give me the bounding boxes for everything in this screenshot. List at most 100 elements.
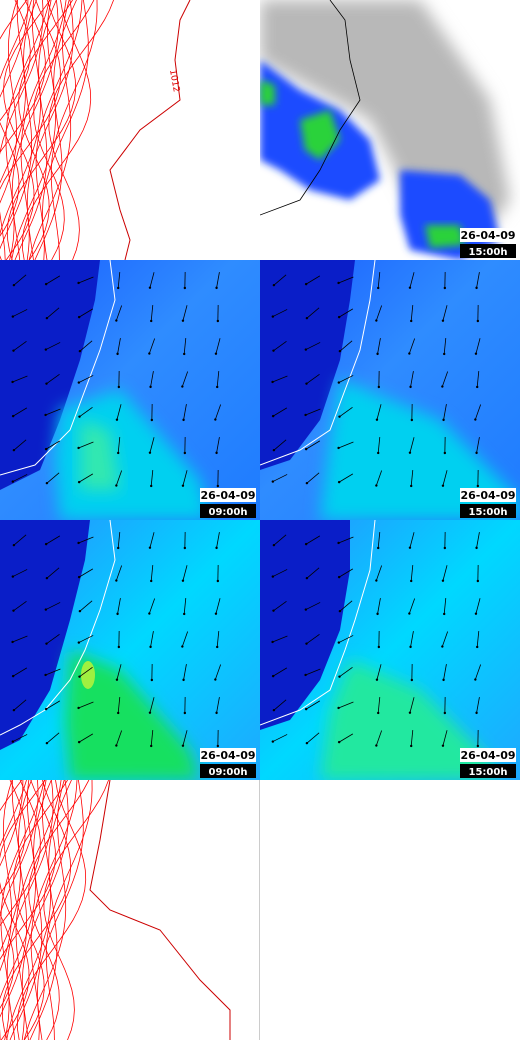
wind-arrow-head: [410, 418, 414, 422]
wind-arrow: [46, 567, 60, 579]
wind-arrow-head: [475, 711, 478, 715]
wind-arrow-head: [78, 415, 81, 418]
wind-arrow-head: [214, 612, 218, 615]
wind-arrow: [115, 305, 123, 321]
wind-arrow-head: [45, 316, 49, 320]
wind-arrow: [338, 441, 354, 449]
wind-arrow: [338, 568, 354, 578]
wind-arrow-head: [271, 674, 275, 678]
wind-arrow-head: [337, 740, 341, 744]
wind-arrow: [272, 569, 288, 577]
wind-arrow: [339, 407, 353, 417]
wind-arrow-head: [149, 385, 152, 389]
wind-arrow: [12, 375, 28, 383]
wind-arrow-head: [376, 612, 379, 616]
wind-arrow: [45, 535, 61, 545]
wind-arrow-head: [215, 286, 218, 290]
wind-arrow-head: [77, 541, 80, 545]
wind-arrow: [117, 531, 121, 549]
wind-arrow: [476, 532, 480, 548]
wind-arrow: [339, 667, 353, 677]
wind-arrow: [305, 440, 321, 450]
wind-arrow-head: [337, 281, 340, 285]
isobar-main: [109, 0, 191, 260]
wind-arrow-head: [410, 579, 413, 583]
wind-arrow-head: [272, 283, 276, 287]
isobar: [0, 0, 32, 80]
wind-arrow-head: [44, 282, 48, 286]
wind-arrow-head: [410, 678, 414, 682]
wind-arrow-head: [442, 418, 445, 422]
wind-arrow: [443, 664, 447, 680]
wind-arrow-head: [443, 546, 447, 550]
wind-arrow-head: [77, 446, 80, 450]
wind-arrow-head: [216, 484, 220, 488]
wind-arrow: [305, 275, 321, 285]
wind-arrow: [375, 470, 383, 486]
isobar: [0, 780, 36, 1000]
wind-arrow-head: [183, 352, 186, 356]
isobar: [28, 780, 90, 1040]
wind-arrow-head: [183, 711, 187, 715]
isobar: [45, 780, 93, 1040]
isobar: [9, 780, 52, 1040]
wind-arrow: [306, 374, 320, 384]
contour-label: 1012: [167, 69, 181, 93]
wind-arrow-head: [272, 349, 275, 352]
wind-arrow-head: [115, 319, 118, 322]
wind-arrow-head: [117, 286, 120, 290]
wind-arrow: [45, 668, 61, 676]
date-label: 26-04-09: [460, 489, 515, 502]
wind-arrow-head: [304, 447, 308, 451]
wind-arrow: [181, 631, 189, 647]
wind-arrow-head: [148, 711, 152, 714]
isobar: [0, 780, 41, 927]
wind-arrow-head: [442, 678, 445, 682]
wind-arrow: [216, 370, 220, 388]
wind-arrow-head: [116, 612, 119, 616]
wind-arrow-head: [304, 673, 307, 677]
wind-arrow-head: [12, 283, 16, 287]
wind-arrow: [442, 730, 448, 746]
wind-arrow: [306, 472, 320, 484]
wind-arrow-head: [408, 612, 411, 615]
wind-arrow-head: [408, 711, 412, 714]
wind-arrow-head: [443, 286, 447, 290]
wind-arrow-head: [11, 315, 15, 318]
wind-arrow: [117, 696, 121, 714]
isobar: [33, 0, 95, 260]
isobar: [22, 0, 92, 260]
wind-arrow: [115, 565, 123, 581]
wind-arrow: [409, 697, 415, 713]
isobar: [0, 0, 26, 184]
wind-arrow-head: [443, 711, 447, 715]
wind-arrow: [306, 634, 320, 644]
isobar: [0, 0, 29, 98]
wind-arrow-head: [11, 380, 14, 384]
wind-arrow-head: [148, 286, 152, 289]
wind-arrow: [338, 701, 354, 709]
wind-arrow-head: [338, 675, 341, 678]
wind-arrow-head: [305, 576, 309, 580]
wind-arrow-head: [116, 352, 119, 356]
wind-arrow-head: [77, 740, 81, 744]
wind-arrow: [13, 534, 27, 546]
wind-arrow: [216, 532, 220, 548]
wind-arrow-head: [214, 352, 218, 355]
wind-arrow: [150, 469, 154, 487]
wind-arrow: [79, 667, 93, 677]
wind-arrow-head: [375, 418, 379, 421]
time-label: 15:00h: [469, 247, 508, 258]
wind-arrow-head: [150, 418, 154, 422]
wind-arrow-head: [148, 546, 152, 549]
isobar-main: [89, 780, 231, 1040]
wind-arrow: [443, 337, 447, 355]
wind-arrow-head: [12, 543, 16, 547]
wind-arrow-head: [304, 282, 308, 286]
wind-arrow-head: [337, 446, 340, 450]
wind-arrow: [115, 470, 123, 486]
wind-arrow-head: [183, 286, 187, 290]
wind-arrow-head: [117, 385, 121, 389]
wind-arrow-head: [45, 741, 49, 745]
wind-arrow-head: [216, 319, 220, 323]
